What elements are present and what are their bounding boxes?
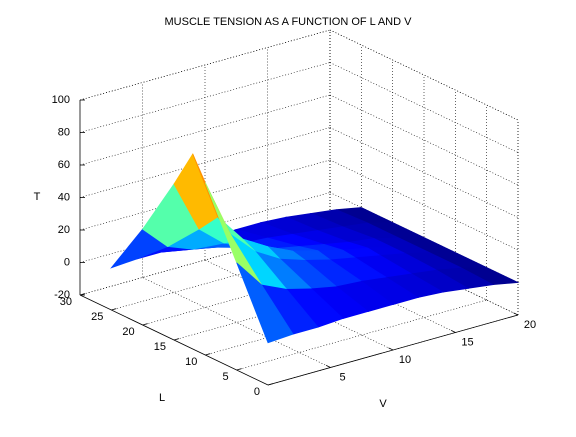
- v-tick-label: 5: [339, 371, 345, 383]
- l-tick-label: 0: [254, 386, 260, 398]
- v-tick: [450, 329, 456, 333]
- chart-title: MUSCLE TENSION AS A FUNCTION OF L AND V: [165, 16, 413, 28]
- surface-patch: [236, 262, 294, 344]
- v-tick: [325, 364, 331, 368]
- l-tick-label: 15: [154, 341, 166, 353]
- z-tick-label: 20: [58, 224, 70, 236]
- l-tick: [236, 368, 242, 371]
- grid-line: [79, 29, 331, 101]
- z-tick-label: 100: [52, 94, 70, 106]
- l-tick: [79, 293, 86, 296]
- l-tick: [173, 338, 180, 341]
- l-tick-label: 10: [185, 356, 197, 368]
- v-tick-label: 15: [461, 336, 473, 348]
- v-tick: [513, 312, 519, 316]
- l-tick: [205, 353, 211, 356]
- grid-line: [236, 299, 487, 371]
- l-tick-label: 5: [223, 371, 229, 383]
- l-axis-label: L: [159, 392, 165, 404]
- v-tick-label: 10: [399, 354, 411, 366]
- z-tick-label: 60: [58, 159, 70, 171]
- l-tick: [267, 383, 274, 386]
- v-tick: [388, 347, 394, 351]
- l-tick: [142, 323, 148, 326]
- l-tick-label: 20: [122, 326, 134, 338]
- l-tick: [111, 308, 117, 311]
- z-tick-label: -20: [54, 289, 70, 301]
- v-tick-label: 20: [524, 319, 536, 331]
- v-axis-label: V: [379, 398, 387, 410]
- l-tick-label: 25: [91, 311, 103, 323]
- grid-line: [79, 127, 331, 198]
- l-tick-label: 30: [60, 296, 72, 308]
- grid-line: [79, 94, 331, 166]
- z-axis-label: T: [34, 191, 41, 203]
- z-tick-label: 80: [58, 126, 70, 138]
- z-tick-label: 40: [58, 191, 70, 203]
- grid-line: [79, 62, 331, 133]
- grid-line: [329, 29, 519, 121]
- z-tick-label: 0: [64, 256, 70, 268]
